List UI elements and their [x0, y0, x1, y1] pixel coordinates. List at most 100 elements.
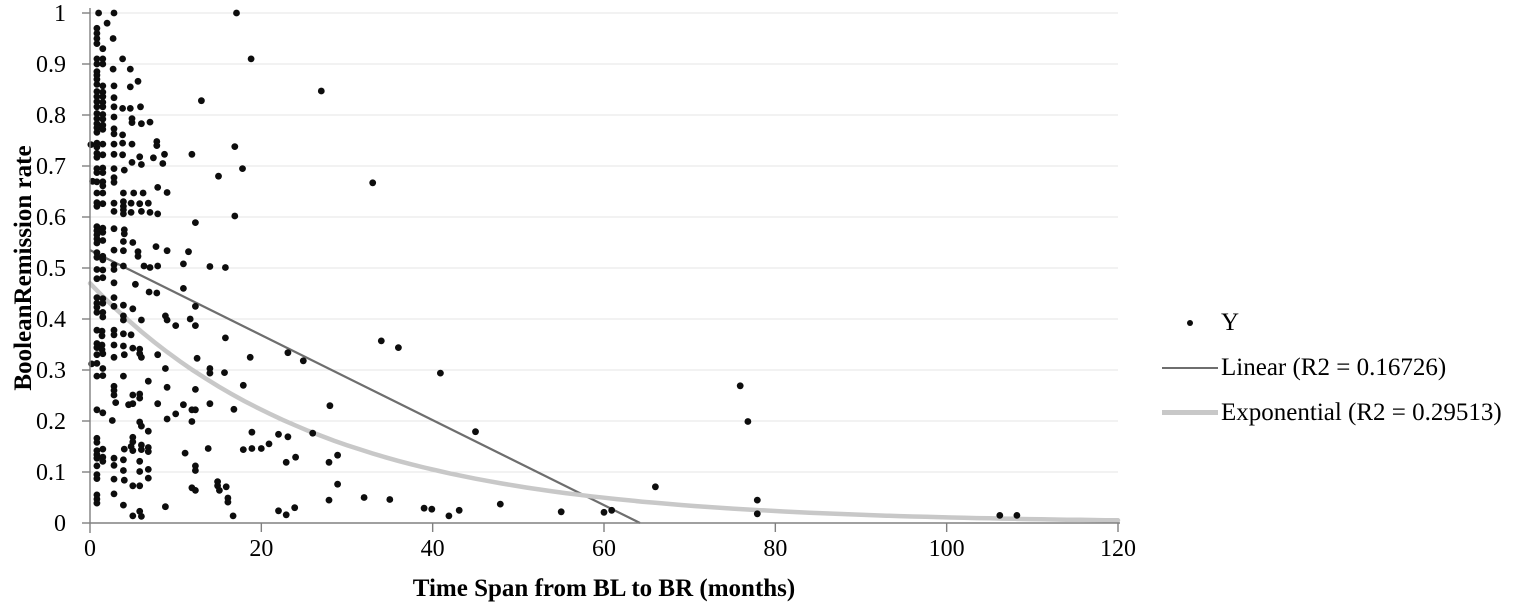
legend-label-y: Y — [1221, 308, 1240, 336]
scatter-point — [206, 400, 214, 408]
scatter-point — [93, 202, 101, 210]
scatter-point — [93, 406, 101, 414]
scatter-point — [120, 476, 128, 484]
scatter-point — [99, 200, 107, 208]
scatter-point — [110, 150, 118, 158]
scatter-point — [334, 451, 341, 459]
scatter-point — [221, 369, 228, 376]
scatter-point — [120, 342, 127, 350]
scatter-point — [109, 35, 117, 42]
y-tick-label: 0.3 — [36, 358, 66, 384]
scatter-point — [163, 415, 171, 423]
scatter-point — [93, 360, 101, 367]
scatter-point — [138, 353, 145, 361]
scatter-point — [188, 418, 196, 425]
scatter-point — [150, 154, 157, 162]
scatter-point — [215, 172, 222, 180]
x-axis-title: Time Span from BL to BR (months) — [413, 575, 795, 602]
scatter-point — [138, 161, 145, 168]
scatter-point — [186, 315, 194, 323]
scatter-point — [93, 344, 101, 351]
x-tick-label: 0 — [84, 536, 96, 562]
scatter-point — [154, 351, 162, 359]
scatter-point — [99, 266, 107, 274]
scatter-point — [110, 266, 118, 273]
scatter-point — [110, 294, 118, 301]
scatter-point — [239, 165, 246, 173]
scatter-point — [153, 289, 161, 297]
scatter-point — [126, 105, 134, 112]
scatter-marker-icon — [1162, 319, 1218, 326]
scatter-point — [172, 410, 180, 418]
scatter-point — [136, 482, 144, 490]
scatter-point — [334, 480, 341, 488]
scatter-point — [265, 440, 273, 448]
linear-trendline — [89, 249, 641, 524]
x-tick-label: 80 — [763, 536, 787, 562]
scatter-point — [110, 165, 118, 173]
scatter-point — [129, 447, 137, 454]
scatter-point — [110, 178, 118, 186]
scatter-point — [99, 409, 107, 417]
scatter-point — [163, 383, 171, 391]
scatter-point — [99, 169, 107, 177]
scatter-point — [257, 445, 265, 452]
scatter-point — [136, 457, 144, 465]
scatter-point — [87, 141, 95, 149]
scatter-point — [109, 65, 117, 73]
scatter-point — [137, 103, 144, 111]
scatter-point — [110, 353, 118, 361]
scatter-point — [428, 505, 436, 513]
scatter-point — [93, 60, 101, 68]
scatter-point — [222, 264, 229, 271]
scatter-point — [229, 512, 237, 520]
axes — [82, 8, 1120, 533]
scatter-point — [119, 55, 126, 63]
scatter-point — [99, 125, 107, 133]
scatter-point — [192, 386, 199, 393]
scatter-point — [110, 475, 118, 483]
scatter-point — [93, 189, 101, 197]
y-tick-label: 0.1 — [36, 460, 66, 486]
scatter-point — [136, 394, 144, 402]
scatter-point — [99, 140, 107, 148]
y-tick-label: 0 — [54, 511, 66, 537]
scatter-point — [192, 219, 199, 227]
scatter-point — [120, 301, 127, 309]
scatter-point — [248, 428, 256, 436]
scatter-point — [395, 344, 402, 351]
y-tick-label: 0.2 — [36, 409, 66, 435]
scatter-point — [99, 93, 107, 100]
scatter-point — [204, 445, 212, 452]
scatter-point — [119, 151, 126, 159]
scatter-point — [99, 445, 107, 453]
scatter-point — [103, 19, 111, 27]
scatter-point — [206, 263, 214, 270]
scatter-point — [93, 93, 101, 100]
y-tick-label: 0.4 — [36, 307, 66, 333]
scatter-point — [146, 264, 154, 271]
scatter-point — [144, 199, 152, 207]
scatter-series — [87, 9, 1021, 520]
scatter-point — [110, 82, 118, 90]
scatter-point — [120, 247, 127, 255]
scatter-point — [110, 462, 118, 469]
scatter-point — [144, 427, 152, 435]
scatter-point — [93, 499, 101, 507]
scatter-point — [93, 275, 101, 283]
scatter-point — [110, 130, 118, 138]
scatter-point — [93, 309, 101, 316]
scatter-point — [120, 210, 127, 218]
scatter-point — [193, 354, 201, 362]
x-tick-label: 20 — [249, 536, 273, 562]
scatter-point — [753, 510, 761, 518]
scatter-point — [93, 35, 101, 42]
scatter-point — [127, 199, 135, 207]
scatter-point — [110, 199, 118, 207]
scatter-point — [110, 113, 118, 121]
scatter-point — [93, 75, 101, 83]
scatter-point — [99, 256, 107, 264]
legend-item-linear: Linear (R2 = 0.16726) — [1162, 345, 1502, 390]
scatter-point — [110, 94, 118, 102]
